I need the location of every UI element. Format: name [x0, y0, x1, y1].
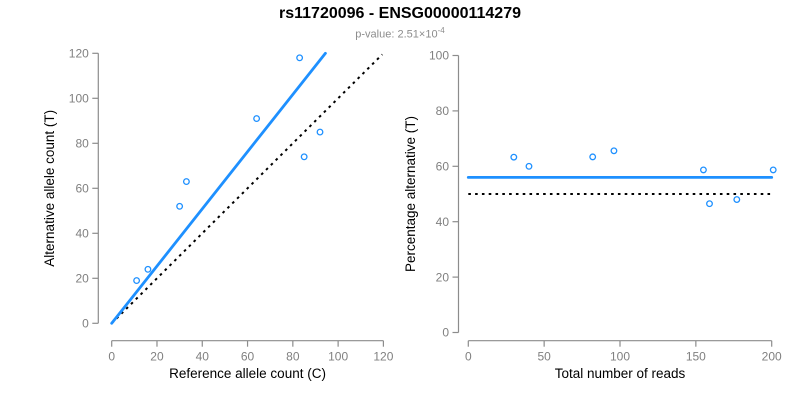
fit-line: [110, 51, 327, 325]
data-point: [182, 178, 190, 185]
x-axis-tick-label: 0: [108, 350, 115, 364]
p-value-exponent: -4: [437, 26, 445, 35]
x-axis-title: Total number of reads: [555, 366, 686, 381]
y-axis-tick-label: 80: [75, 137, 89, 151]
y-axis-tick-label: 40: [436, 215, 450, 229]
p-value-prefix: p-value:: [355, 28, 398, 41]
data-point: [699, 166, 707, 174]
x-axis-title: Reference allele count (C): [169, 366, 326, 381]
y-axis-tick-label: 20: [436, 270, 450, 284]
x-axis-tick-label: 150: [686, 350, 706, 364]
data-point: [610, 147, 618, 155]
y-axis-tick-label: 120: [69, 47, 89, 61]
data-point: [300, 153, 308, 161]
data-point: [733, 196, 741, 203]
data-point: [253, 115, 261, 122]
y-axis-tick-label: 100: [429, 49, 449, 63]
multiplication-sign: ×: [418, 28, 426, 41]
y-axis-tick-label: 80: [436, 104, 450, 118]
data-point: [316, 128, 324, 136]
y-axis-tick-label: 0: [442, 326, 449, 340]
data-point: [144, 265, 152, 273]
data-point: [510, 153, 518, 161]
y-axis-tick-label: 60: [75, 182, 89, 196]
x-axis-tick-label: 50: [537, 350, 551, 364]
x-axis-tick-label: 60: [241, 350, 255, 364]
data-point: [706, 200, 713, 208]
y-axis-title: Alternative allele count (T): [42, 110, 57, 267]
x-axis-tick-label: 40: [196, 350, 210, 364]
reference-line: [110, 53, 383, 325]
x-axis-tick-label: 100: [328, 350, 348, 364]
data-point: [133, 277, 141, 284]
x-axis-tick-label: 200: [762, 350, 782, 364]
allele-count-scatter: 0 20 40 60 80 100 120 0 20 40 60 80 100 120 Reference …: [42, 47, 394, 382]
x-axis-tick-label: 80: [286, 350, 300, 364]
figure-subtitle: p-value: 2.51×10-4: [0, 26, 800, 41]
y-axis-tick-label: 100: [69, 92, 89, 106]
data-point: [769, 166, 777, 174]
data-point: [296, 54, 304, 62]
y-axis-tick-label: 40: [75, 227, 89, 241]
percentage-scatter: 0 20 40 60 80 100 0 50 100 150 200 Total number of …: [403, 49, 782, 382]
x-axis-tick-label: 0: [465, 350, 472, 364]
data-point: [525, 162, 533, 170]
x-axis-tick-label: 120: [373, 350, 393, 364]
p-value-mantissa: 2.51: [397, 28, 419, 41]
y-axis-title: Percentage alternative (T): [403, 116, 418, 272]
y-axis-tick-label: 0: [82, 317, 89, 331]
data-point: [589, 153, 597, 161]
p-value-base: 10: [425, 28, 438, 41]
y-axis-tick-label: 60: [436, 160, 450, 174]
data-point: [176, 202, 184, 210]
y-axis-tick-label: 20: [75, 272, 89, 286]
x-axis-tick-label: 20: [150, 350, 164, 364]
x-axis-tick-label: 100: [610, 350, 630, 364]
figure-title: rs11720096 - ENSG00000114279: [279, 5, 521, 22]
